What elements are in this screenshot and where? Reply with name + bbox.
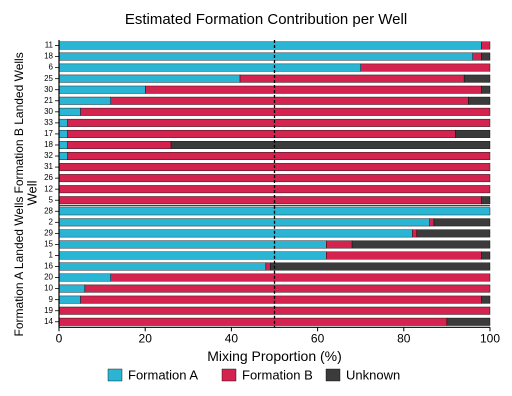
y-tick-label: 25 (44, 74, 53, 83)
group-label: Formation A Landed Wells (12, 197, 26, 337)
bar-segment (58, 196, 482, 205)
y-tick-label: 19 (44, 306, 53, 315)
bar-segment (446, 317, 491, 326)
y-tick-label: 6 (49, 63, 54, 72)
y-tick-label: 10 (44, 284, 53, 293)
legend-label: Formation A (128, 367, 198, 382)
x-axis-title: Mixing Proportion (%) (207, 348, 342, 364)
bar-segment (58, 118, 68, 127)
bar-segment (58, 240, 327, 249)
bar-segment (58, 251, 327, 260)
bar-segment (80, 295, 482, 304)
bar-segment (170, 141, 491, 149)
x-tick-label: 80 (397, 331, 411, 345)
bar-segment (58, 262, 267, 271)
y-tick-label: 1 (49, 251, 54, 260)
bar-segment (67, 118, 491, 127)
y-tick-label: 5 (49, 195, 54, 204)
x-tick-label: 60 (311, 331, 325, 345)
legend-label: Unknown (346, 367, 400, 382)
bar-segment (326, 251, 482, 260)
bar-segment (80, 107, 491, 116)
bar-segment (265, 262, 271, 271)
bar-segment (58, 218, 430, 227)
bar-segment (455, 129, 491, 138)
bar-segment (67, 141, 172, 149)
y-tick-label: 17 (44, 129, 53, 138)
bar-segment (110, 96, 469, 105)
y-tick-label: 16 (44, 262, 53, 271)
bar-segment (58, 107, 81, 116)
bar-segment (58, 229, 413, 238)
bar-segment (58, 63, 361, 72)
bar-segment (481, 295, 491, 304)
bar-segment (58, 152, 68, 160)
x-tick-label: 20 (139, 331, 153, 345)
bar-segment (67, 152, 491, 160)
group-label: Formation B Landed Wells (12, 52, 26, 193)
bar-segment (269, 262, 491, 271)
y-tick-label: 28 (44, 206, 53, 215)
y-tick-label: 20 (44, 273, 53, 282)
x-tick-label: 0 (56, 331, 63, 345)
bar-segment (472, 52, 482, 61)
bar-segment (481, 251, 491, 260)
y-tick-label: 32 (44, 151, 53, 160)
y-tick-label: 18 (44, 52, 53, 61)
y-tick-label: 15 (44, 240, 53, 249)
bar-segment (360, 63, 491, 72)
bar-segment (481, 85, 491, 94)
x-tick-label: 40 (225, 331, 239, 345)
y-tick-label: 33 (44, 118, 53, 127)
bar-segment (481, 41, 491, 50)
bar-segment (58, 74, 241, 83)
y-tick-label: 30 (44, 107, 53, 116)
bar-segment (58, 85, 146, 94)
y-axis-title: Well (24, 180, 39, 205)
chart-title: Estimated Formation Contribution per Wel… (125, 11, 407, 28)
bar-segment (481, 196, 491, 205)
bar-segment (58, 52, 473, 61)
legend-swatch (107, 368, 123, 382)
bar-segment (58, 295, 81, 304)
x-tick-label: 100 (480, 331, 500, 345)
bar-segment (433, 218, 491, 227)
y-tick-label: 2 (49, 217, 54, 226)
bar-segment (84, 284, 491, 293)
bar-segment (58, 284, 86, 293)
bar-segment (468, 96, 491, 105)
bar-segment (412, 229, 417, 238)
bar-segment (67, 129, 456, 138)
y-tick-label: 21 (44, 96, 53, 105)
y-tick-label: 11 (45, 41, 54, 50)
bar-segment (110, 273, 491, 282)
legend-label: Formation B (242, 367, 313, 382)
bar-segment (58, 317, 448, 326)
y-tick-label: 31 (44, 162, 53, 171)
y-tick-label: 26 (44, 173, 53, 182)
bar-segment (58, 141, 68, 149)
y-tick-label: 30 (44, 85, 53, 94)
bar-segment (429, 218, 435, 227)
y-tick-label: 12 (44, 184, 53, 193)
y-tick-label: 18 (44, 140, 53, 149)
bar-segment (326, 240, 353, 249)
bar-segment (58, 273, 111, 282)
y-tick-label: 29 (44, 228, 53, 237)
bar-segment (239, 74, 465, 83)
bar-segment (463, 74, 491, 83)
legend-swatch (325, 368, 341, 382)
bar-segment (144, 85, 482, 94)
bar-segment (58, 129, 68, 138)
bar-segment (58, 41, 482, 50)
bar-segment (58, 96, 111, 105)
y-tick-label: 14 (44, 317, 53, 326)
bar-segment (351, 240, 491, 249)
bar-segment (481, 52, 491, 61)
legend-swatch (221, 368, 237, 382)
y-tick-label: 9 (49, 295, 54, 304)
bar-segment (416, 229, 491, 238)
